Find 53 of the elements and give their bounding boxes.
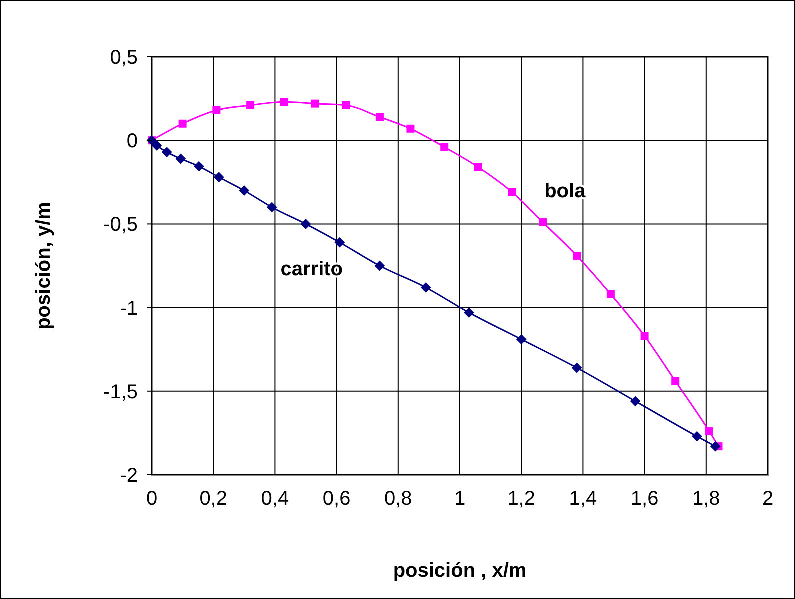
point xyxy=(692,431,702,442)
point xyxy=(464,308,474,318)
y-tick-label: 0 xyxy=(126,130,138,153)
point xyxy=(214,172,224,183)
point xyxy=(266,202,278,213)
point xyxy=(710,441,721,452)
x-tick-label: 0 xyxy=(146,488,158,510)
point xyxy=(176,154,186,164)
point xyxy=(246,101,255,110)
x-tick-label: 1,4 xyxy=(569,488,598,510)
point xyxy=(178,120,187,128)
point xyxy=(474,163,482,172)
x-tick-label: 1,6 xyxy=(630,488,659,510)
point xyxy=(705,428,714,436)
point xyxy=(152,140,162,151)
point xyxy=(672,377,680,386)
y-tick-label: 0,5 xyxy=(110,47,138,69)
point xyxy=(572,362,582,374)
point xyxy=(194,161,204,172)
point xyxy=(539,218,548,227)
x-tick-label: 1 xyxy=(454,488,466,510)
point xyxy=(334,237,346,248)
point xyxy=(440,143,449,152)
x-axis-title: posición , x/m xyxy=(393,560,527,582)
x-tick-label: 0,2 xyxy=(200,488,228,510)
point xyxy=(374,260,386,272)
point xyxy=(406,124,415,133)
x-tick-label: 1,8 xyxy=(692,488,720,510)
x-tick-label: 1,2 xyxy=(508,488,536,510)
point xyxy=(508,188,516,196)
point xyxy=(311,100,320,108)
x-tick-label: 0,8 xyxy=(384,488,412,510)
point xyxy=(342,101,350,110)
point xyxy=(630,396,641,407)
point xyxy=(640,332,649,340)
x-tick-label: 2 xyxy=(762,488,774,510)
point xyxy=(376,113,384,122)
point xyxy=(300,219,312,230)
y-axis-title: posición, y/m xyxy=(33,202,55,330)
point xyxy=(606,290,615,298)
point xyxy=(573,252,582,260)
point xyxy=(212,106,221,115)
y-tick-label: -0,5 xyxy=(104,214,138,236)
point xyxy=(420,282,432,293)
point xyxy=(162,147,172,158)
point xyxy=(239,186,250,196)
y-tick-label: -1 xyxy=(120,298,138,320)
point xyxy=(280,98,288,106)
y-tick-label: -1,5 xyxy=(104,381,138,404)
x-tick-label: 0,6 xyxy=(322,488,351,510)
y-tick-label: -2 xyxy=(120,465,138,487)
x-tick-label: 0,4 xyxy=(261,488,290,510)
point xyxy=(516,334,527,345)
